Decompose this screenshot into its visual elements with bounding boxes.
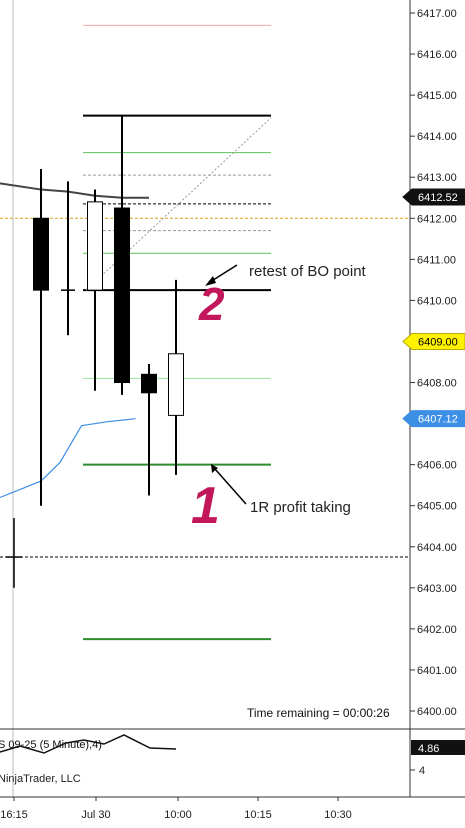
candle-body-4 xyxy=(141,373,157,394)
time-tick-label-3: 10:15 xyxy=(244,809,272,821)
profit-annotation: 1R profit taking xyxy=(250,499,351,516)
indicator-axis-label: 4 xyxy=(419,765,425,777)
price-marker-label-2: 6407.12 xyxy=(418,414,458,426)
moving-average-lead xyxy=(0,182,42,191)
price-tick-label-12: 6403.00 xyxy=(417,583,457,595)
price-tick-label-10: 6405.00 xyxy=(417,501,457,513)
price-tick-label-8: 6408.00 xyxy=(417,378,457,390)
price-tick-label-3: 6414.00 xyxy=(417,131,457,143)
price-tick-label-14: 6401.00 xyxy=(417,665,457,677)
price-tick-label-15: 6400.00 xyxy=(417,706,457,718)
time-tick-label-4: 10:30 xyxy=(324,809,352,821)
price-tick-label-0: 6417.00 xyxy=(417,8,457,20)
time-remaining-label: Time remaining = 00:00:26 xyxy=(247,706,390,720)
price-marker-1 xyxy=(402,332,465,350)
price-tick-label-11: 6404.00 xyxy=(417,542,457,554)
profit-arrow-line xyxy=(214,468,247,505)
price-tick-label-13: 6402.00 xyxy=(417,624,457,636)
price-marker-2 xyxy=(402,410,465,428)
price-marker-label-0: 6412.52 xyxy=(418,192,458,204)
price-marker-label-1: 6409.00 xyxy=(418,336,458,348)
price-tick-label-2: 6415.00 xyxy=(417,90,457,102)
handwritten-2: 2 xyxy=(198,278,225,330)
price-marker-0 xyxy=(402,188,465,206)
time-tick-label-1: Jul 30 xyxy=(81,809,110,821)
handwritten-1: 1 xyxy=(191,477,220,535)
indicator-title: S 09-25 (5 Minute),4) xyxy=(0,739,102,751)
price-tick-label-5: 6412.00 xyxy=(417,213,457,225)
candle-body-5 xyxy=(168,353,184,416)
price-tick-label-6: 6411.00 xyxy=(417,254,456,266)
candle-body-2 xyxy=(87,201,103,291)
profit-arrowhead xyxy=(211,464,218,473)
price-tick-label-9: 6406.00 xyxy=(417,460,457,472)
indicator-value-box xyxy=(411,740,465,755)
time-tick-label-2: 10:00 xyxy=(164,809,192,821)
retest-arrow-line xyxy=(209,264,238,283)
time-tick-label-0: 16:15 xyxy=(0,809,28,821)
moving-average-line-1 xyxy=(0,418,136,499)
candle-body-3 xyxy=(114,207,130,384)
price-tick-label-7: 6410.00 xyxy=(417,295,457,307)
platform-footer: NinjaTrader, LLC xyxy=(0,773,81,785)
retest-annotation: retest of BO point xyxy=(249,263,367,280)
indicator-value-label: 4.86 xyxy=(418,743,439,755)
indicator-line xyxy=(0,734,177,754)
retest-arrowhead xyxy=(205,276,216,286)
candle-body-0 xyxy=(33,217,49,291)
price-tick-label-4: 6413.00 xyxy=(417,172,457,184)
price-tick-label-1: 6416.00 xyxy=(417,49,457,61)
